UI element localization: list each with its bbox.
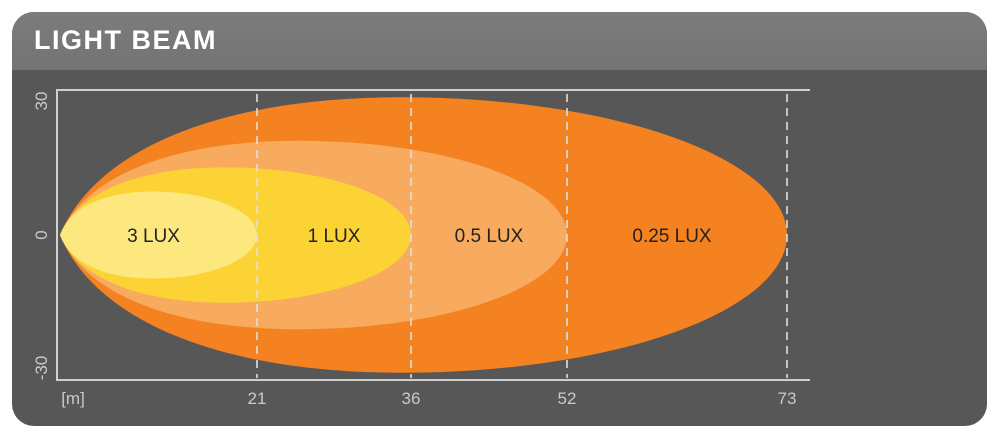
x-tick-label: 73	[778, 389, 797, 408]
y-tick-label: 30	[32, 92, 51, 111]
beam-label: 0.25 LUX	[632, 226, 712, 247]
x-axis-unit: [m]	[61, 389, 85, 408]
x-tick-label: 21	[248, 389, 267, 408]
y-tick-label: 0	[32, 230, 51, 239]
chart-title: LIGHT BEAM	[34, 25, 217, 55]
y-tick-label: -30	[32, 356, 51, 381]
x-tick-label: 36	[402, 389, 421, 408]
beam-label: 0.5 LUX	[455, 226, 524, 247]
beam-label: 3 LUX	[127, 226, 180, 247]
panel-header: LIGHT BEAM	[12, 12, 987, 70]
x-tick-label: 52	[558, 389, 577, 408]
beam-label: 1 LUX	[308, 226, 361, 247]
beam-3-lux	[60, 191, 257, 279]
